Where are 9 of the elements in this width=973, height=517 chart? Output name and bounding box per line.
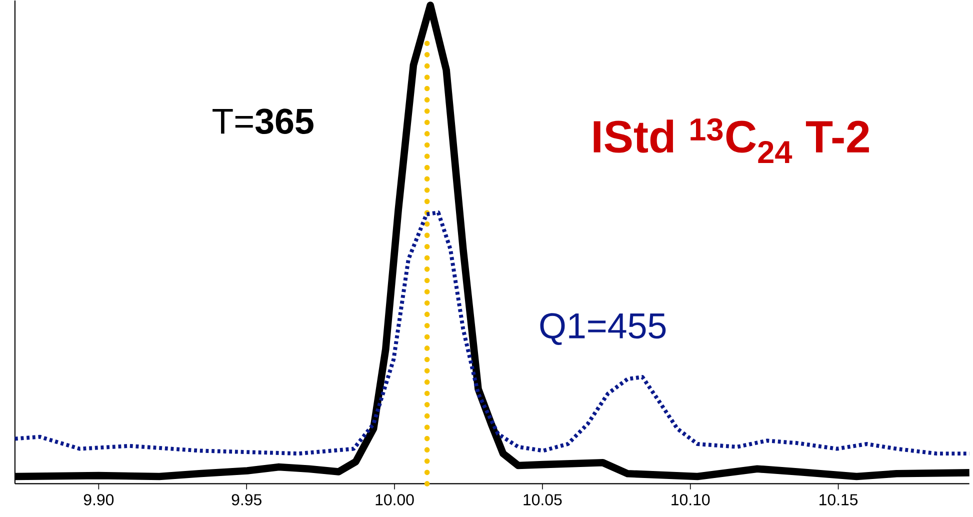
series-label: Q1=455 [540,313,666,346]
x-tick-label: 10.15 [820,494,858,506]
chart-title: IStd $^{13}$C$_{24}$ T-2 [594,118,869,164]
x-tick-label: 10.00 [376,494,414,506]
text: T=365 [212,108,314,134]
x-tick-label: 9.95 [232,494,262,506]
x-tick-label: 10.05 [524,494,562,506]
x-tick-label: 10.10 [672,494,710,506]
x-tick-label: 9.90 [84,494,114,506]
